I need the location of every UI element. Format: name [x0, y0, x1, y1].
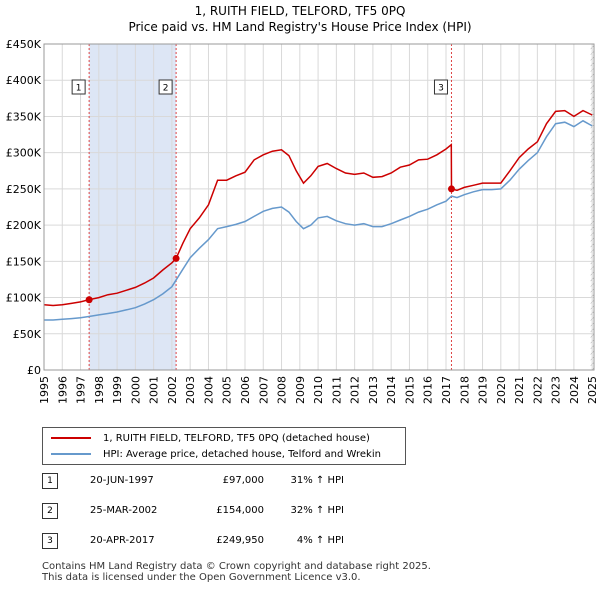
transaction-hpi: 31% ↑ HPI — [290, 475, 344, 486]
x-tick-label: 2015 — [403, 376, 416, 404]
x-tick-label: 2024 — [568, 376, 581, 404]
sale-label-number: 2 — [163, 84, 169, 94]
series-line-price — [43, 109, 593, 307]
chart-title: Price paid vs. HM Land Registry's House … — [128, 20, 472, 34]
table-row: 3 20-APR-2017 £249,950 4% ↑ HPI — [42, 533, 382, 563]
table-row: 2 25-MAR-2002 £154,000 32% ↑ HPI — [42, 503, 382, 533]
x-tick-label: 2008 — [276, 376, 289, 404]
x-tick-label: 2017 — [440, 376, 453, 404]
transaction-date: 20-JUN-1997 — [90, 475, 154, 486]
x-tick-label: 2012 — [349, 376, 362, 404]
y-tick-label: £200K — [6, 219, 42, 232]
transaction-price: £154,000 — [216, 505, 264, 516]
sale-point — [85, 296, 93, 304]
x-tick-label: 2021 — [513, 376, 526, 404]
x-tick-label: 1995 — [38, 376, 51, 404]
x-tick-label: 2022 — [531, 376, 544, 404]
x-tick-label: 2009 — [294, 376, 307, 404]
y-tick-label: £400K — [6, 74, 42, 87]
table-row: 1 20-JUN-1997 £97,000 31% ↑ HPI — [42, 473, 382, 503]
plot-frame — [43, 43, 595, 371]
x-tick-label: 2011 — [330, 376, 343, 404]
y-tick-label: £300K — [6, 147, 42, 160]
chart-title-address: 1, RUITH FIELD, TELFORD, TF5 0PQ — [194, 4, 406, 18]
x-tick-label: 2007 — [257, 376, 270, 404]
y-tick-label: £50K — [13, 328, 42, 341]
x-tick-label: 2025 — [586, 376, 599, 404]
transactions-table: 1 20-JUN-1997 £97,000 31% ↑ HPI 2 25-MAR… — [42, 473, 382, 563]
x-tick-label: 2014 — [385, 376, 398, 404]
transaction-number: 3 — [42, 533, 58, 549]
x-tick-label: 2005 — [221, 376, 234, 404]
transaction-price: £249,950 — [216, 535, 264, 546]
legend-swatch-price — [51, 437, 91, 439]
sale-point — [447, 185, 455, 193]
shaded-range — [89, 44, 177, 370]
transaction-price: £97,000 — [222, 475, 264, 486]
transaction-hpi: 4% ↑ HPI — [296, 535, 344, 546]
x-tick-label: 2002 — [166, 376, 179, 404]
y-tick-label: £450K — [6, 38, 42, 51]
footer-license: This data is licensed under the Open Gov… — [42, 572, 361, 583]
x-tick-label: 1996 — [56, 376, 69, 404]
legend-item-price: 1, RUITH FIELD, TELFORD, TF5 0PQ (detach… — [51, 430, 370, 446]
y-tick-label: £250K — [6, 183, 42, 196]
x-tick-label: 2016 — [422, 376, 435, 404]
x-tick-label: 1997 — [75, 376, 88, 404]
x-tick-label: 2020 — [495, 376, 508, 404]
y-tick-label: £150K — [6, 255, 42, 268]
x-tick-label: 2001 — [148, 376, 161, 404]
legend: 1, RUITH FIELD, TELFORD, TF5 0PQ (detach… — [42, 427, 406, 465]
y-tick-label: £0 — [27, 364, 41, 377]
transaction-date: 20-APR-2017 — [90, 535, 155, 546]
x-tick-label: 2019 — [477, 376, 490, 404]
x-tick-label: 1998 — [93, 376, 106, 404]
x-tick-label: 2006 — [239, 376, 252, 404]
legend-label-price: 1, RUITH FIELD, TELFORD, TF5 0PQ (detach… — [103, 432, 370, 444]
transaction-number: 2 — [42, 503, 58, 519]
x-tick-label: 2000 — [129, 376, 142, 404]
sale-label-box — [158, 79, 173, 95]
x-tick-label: 2004 — [202, 376, 215, 404]
footer-attribution: Contains HM Land Registry data © Crown c… — [42, 561, 431, 583]
price-chart: 1 2 3 £0 £50K £100K £150K £200K £250K £300K £350K £… — [6, 38, 599, 404]
sale-point — [172, 254, 180, 262]
transaction-number: 1 — [42, 473, 58, 489]
y-tick-label: £350K — [6, 110, 42, 123]
x-tick-label: 1999 — [111, 376, 124, 404]
footer-copyright: Contains HM Land Registry data © Crown c… — [42, 561, 431, 572]
sale-label-number: 1 — [76, 84, 82, 94]
legend-label-hpi: HPI: Average price, detached house, Telf… — [103, 448, 381, 460]
legend-item-hpi: HPI: Average price, detached house, Telf… — [51, 446, 381, 462]
transaction-hpi: 32% ↑ HPI — [290, 505, 344, 516]
x-tick-label: 2003 — [184, 376, 197, 404]
series-line-hpi — [44, 119, 593, 321]
legend-swatch-hpi — [51, 453, 91, 455]
sale-label-box — [71, 79, 86, 95]
x-tick-label: 2013 — [367, 376, 380, 404]
transaction-date: 25-MAR-2002 — [90, 505, 158, 516]
x-tick-label: 2023 — [550, 376, 563, 404]
sale-label-box — [433, 79, 448, 95]
y-tick-label: £100K — [6, 292, 42, 305]
x-tick-label: 2010 — [312, 376, 325, 404]
x-tick-label: 2018 — [458, 376, 471, 404]
sale-label-number: 3 — [438, 84, 444, 94]
